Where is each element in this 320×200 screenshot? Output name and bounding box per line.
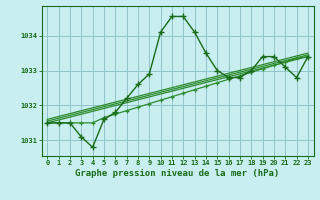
X-axis label: Graphe pression niveau de la mer (hPa): Graphe pression niveau de la mer (hPa) [76, 169, 280, 178]
